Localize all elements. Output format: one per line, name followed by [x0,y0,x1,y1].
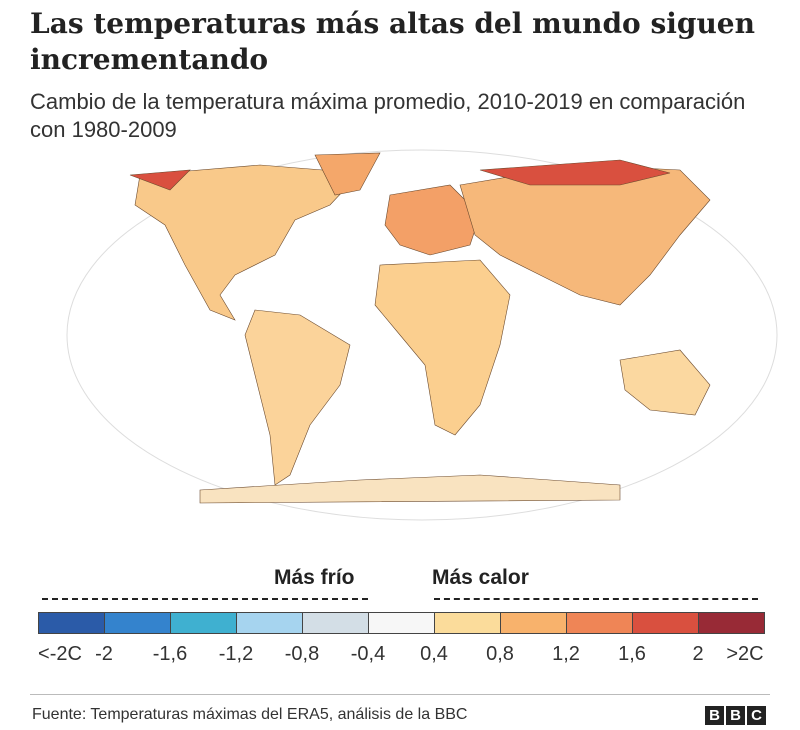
scale-swatch [105,613,171,633]
warmer-label: Más calor [432,566,529,589]
scale-swatch [567,613,633,633]
scale-swatch [435,613,501,633]
page-title: Las temperaturas más altas del mundo sig… [30,7,755,76]
scale-swatch [369,613,435,633]
south-america [244,309,351,486]
scale-swatch [633,613,699,633]
page-subtitle: Cambio de la temperatura máxima promedio… [30,89,746,142]
world-temperature-map [66,149,778,521]
scale-tick-label: 2 [692,643,704,665]
colder-label: Más frío [274,566,355,589]
scale-tick-label: -2 [95,643,113,665]
scale-tick-label: -1,2 [218,643,254,665]
scale-swatch [237,613,303,633]
scale-tick-label: -0,8 [284,643,320,665]
scale-tick-label: -0,4 [350,643,386,665]
color-scale [38,612,765,634]
scale-swatch [39,613,105,633]
logo-letter: B [726,706,745,725]
scale-tick-label: 1,2 [552,643,580,665]
russia-north [479,159,671,186]
scale-swatch [303,613,369,633]
source-text: Fuente: Temperaturas máximas del ERA5, a… [32,706,468,723]
scale-swatch [699,613,764,633]
bbc-logo: B B C [705,706,766,725]
australia [619,349,711,416]
greenland [314,152,381,196]
colder-arrow [42,598,368,600]
hotspot [129,169,191,191]
scale-tick-label: <-2C [38,643,82,665]
europe [384,184,481,256]
warmer-arrow [434,598,758,600]
logo-letter: B [705,706,724,725]
scale-swatch [171,613,237,633]
scale-tick-label: 1,6 [618,643,646,665]
asia [459,164,711,306]
scale-tick-label: >2C [726,643,764,665]
divider [30,694,770,695]
antarctica [199,474,621,504]
logo-letter: C [747,706,766,725]
scale-tick-label: 0,8 [486,643,514,665]
africa [374,259,511,436]
scale-tick-label: 0,4 [420,643,448,665]
scale-swatch [501,613,567,633]
scale-tick-label: -1,6 [152,643,188,665]
